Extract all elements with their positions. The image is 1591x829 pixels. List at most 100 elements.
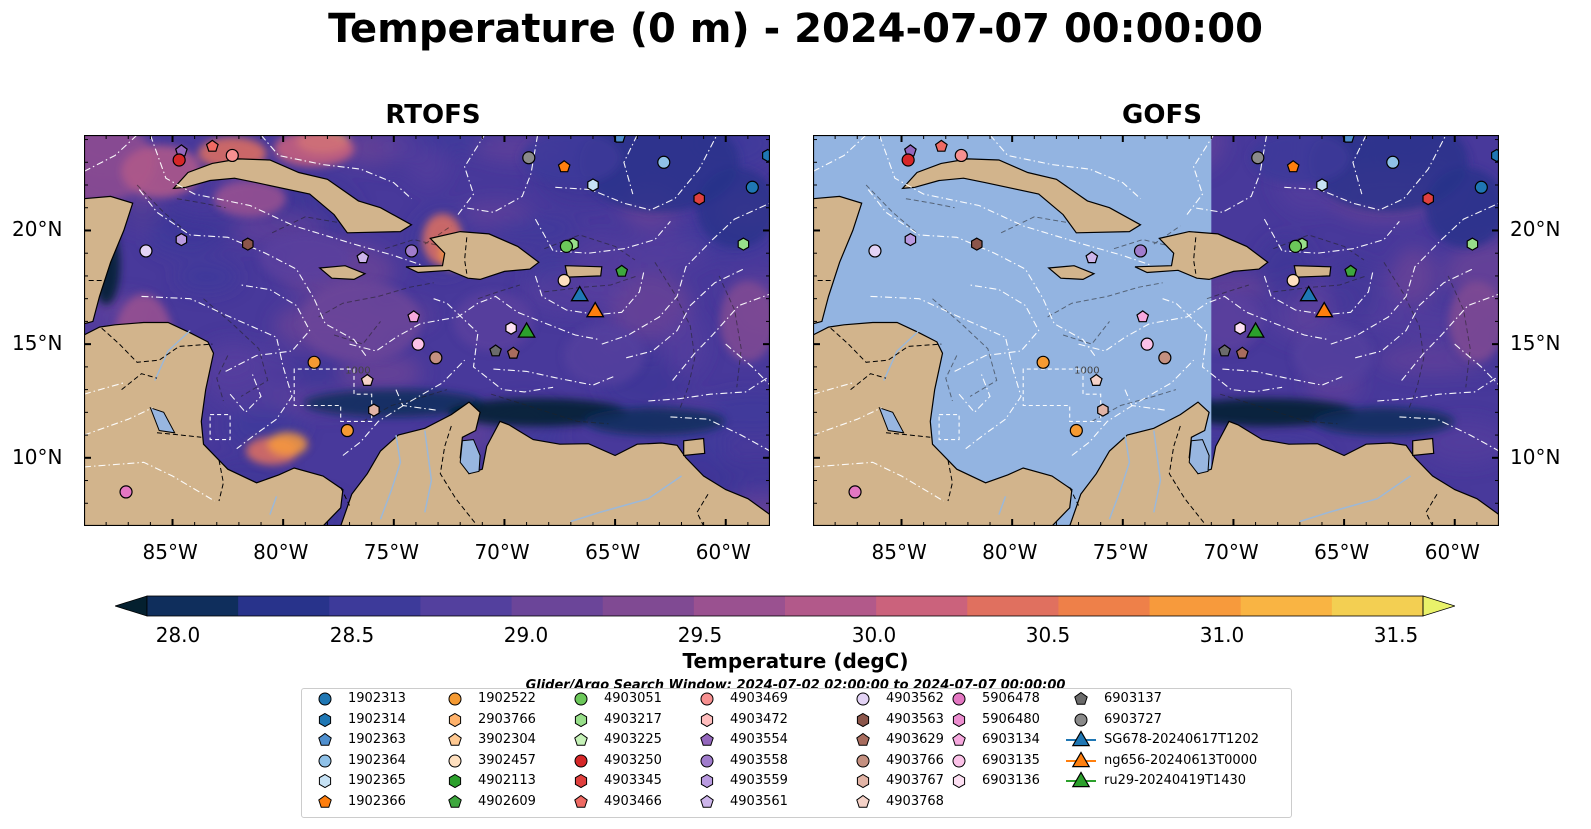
colorbar-tick-label: 30.5: [1025, 623, 1071, 647]
gofs-float-29: [1089, 373, 1103, 386]
rtofs-tick-marks: [84, 135, 770, 526]
gofs-panel-title: GOFS: [1122, 100, 1202, 130]
legend-label: 5906478: [982, 691, 1040, 706]
land-hispaniola: [405, 230, 540, 281]
rtofs-float-21: [557, 273, 571, 288]
gofs-map-panel: 1000: [813, 135, 1499, 526]
rtofs-float-30: [368, 403, 380, 417]
legend-label: 1902366: [348, 793, 406, 809]
legend-marker: [856, 712, 870, 727]
lake-nicaragua: [149, 406, 176, 434]
legend-marker: [952, 712, 966, 727]
legend-label: 3902457: [478, 752, 536, 768]
rtofs-float-12: [657, 155, 671, 169]
gofs-argo-floats: [848, 135, 1499, 499]
colorbar: [115, 595, 1455, 617]
gofs-float-24: [1158, 351, 1172, 365]
gofs-float-5: [904, 232, 917, 247]
gofs-float-23: [1140, 337, 1154, 351]
lake-nicaragua: [878, 406, 905, 434]
land-puerto-rico: [1293, 265, 1332, 278]
legend-label: 4903766: [886, 752, 944, 768]
gofs-frame: [813, 135, 1499, 526]
rtofs-lon-tick-label: 65°W: [585, 540, 641, 564]
legend-label: 4903767: [886, 773, 944, 788]
gofs-lat-tick-label: 20°N: [1510, 217, 1561, 242]
rtofs-float-5: [175, 232, 188, 247]
legend-marker: [574, 712, 588, 727]
legend-label: 4903469: [730, 691, 788, 706]
legend-label: 6903134: [982, 732, 1040, 747]
lake-maracaibo: [1188, 439, 1210, 475]
legend-marker: [1066, 771, 1096, 788]
rtofs-float-15: [693, 192, 706, 206]
legend-marker: [700, 712, 714, 727]
legend-marker: [574, 773, 588, 789]
legend-marker: [318, 794, 332, 808]
colorbar-segment: [602, 596, 695, 616]
rtofs-lon-tick-label: 75°W: [363, 540, 420, 564]
land-jamaica: [318, 265, 367, 281]
rtofs-land: [84, 158, 770, 526]
legend-label: 4903562: [886, 691, 944, 706]
land-trinidad: [1412, 437, 1435, 457]
colorbar-segment: [1331, 596, 1424, 616]
colorbar-segment: [329, 596, 421, 616]
gofs-float-6: [971, 237, 983, 251]
rtofs-float-6: [242, 237, 254, 251]
rtofs-float-28: [307, 355, 321, 369]
gofs-lon-tick-label: 75°W: [1092, 540, 1149, 564]
rtofs-float-31: [340, 423, 354, 438]
legend-marker: [448, 794, 462, 808]
rtofs-lon-tick-label: 60°W: [695, 540, 751, 564]
legend-label: ru29-20240419T1430: [1104, 773, 1247, 788]
legend-marker: [700, 754, 714, 767]
gofs-glider-1: [1314, 301, 1334, 318]
legend-marker: [318, 754, 332, 767]
gofs-float-4: [868, 244, 882, 258]
legend-label: 3902304: [478, 732, 536, 747]
gofs-float-15: [1422, 192, 1435, 206]
legend-marker: [448, 773, 462, 789]
rtofs-map-panel: 1000: [84, 135, 770, 526]
legend-label: 4903472: [730, 711, 788, 727]
figure-title: Temperature (0 m) - 2024-07-07 00:00:00: [328, 6, 1263, 52]
legend: 1902313 1902314 1902363 1902364 1902365 19023…: [301, 688, 1292, 818]
gofs-borders: [815, 237, 1438, 526]
legend-marker: [856, 692, 870, 706]
rtofs-borders: [86, 237, 709, 526]
legend-marker: [574, 732, 588, 746]
gofs-float-19: [1466, 237, 1479, 251]
gofs-land: [813, 158, 1499, 526]
rtofs-argo-floats: [119, 135, 770, 499]
legend-label: 4903217: [604, 711, 662, 727]
legend-label: SG678-20240617T1202: [1104, 732, 1260, 747]
gofs-lon-tick-label: 80°W: [982, 540, 1038, 564]
legend-label: 4903563: [886, 711, 944, 727]
colorbar-max-extend: [1422, 595, 1455, 617]
gofs-float-9: [1251, 151, 1265, 165]
gofs-lat-tick-label: 15°N: [1510, 331, 1561, 356]
rtofs-lat-tick-label: 10°N: [12, 444, 63, 469]
gofs-float-30: [1097, 403, 1109, 417]
rtofs-float-16: [761, 148, 770, 163]
colorbar-segment: [420, 596, 513, 616]
rtofs-glider-0: [570, 285, 590, 302]
colorbar-segment: [785, 596, 877, 616]
legend-marker: [856, 773, 870, 789]
gofs-float-22: [1136, 310, 1150, 323]
legend-label: 4903561: [730, 793, 788, 809]
legend-marker: [952, 773, 966, 789]
colorbar-tick-label: 31.0: [1199, 623, 1245, 647]
legend-label: 4903466: [604, 793, 662, 809]
gofs-float-21: [1286, 273, 1300, 288]
gofs-float-16: [1490, 148, 1499, 163]
gofs-float-13: [1316, 178, 1328, 192]
gofs-float-27: [1235, 346, 1249, 359]
rtofs-float-13: [587, 178, 599, 192]
colorbar-tick-label: 29.5: [677, 623, 723, 647]
legend-marker: [700, 773, 714, 789]
legend-marker: [1066, 750, 1096, 767]
legend-label: 1902522: [478, 691, 536, 706]
gofs-float-2: [934, 139, 948, 152]
